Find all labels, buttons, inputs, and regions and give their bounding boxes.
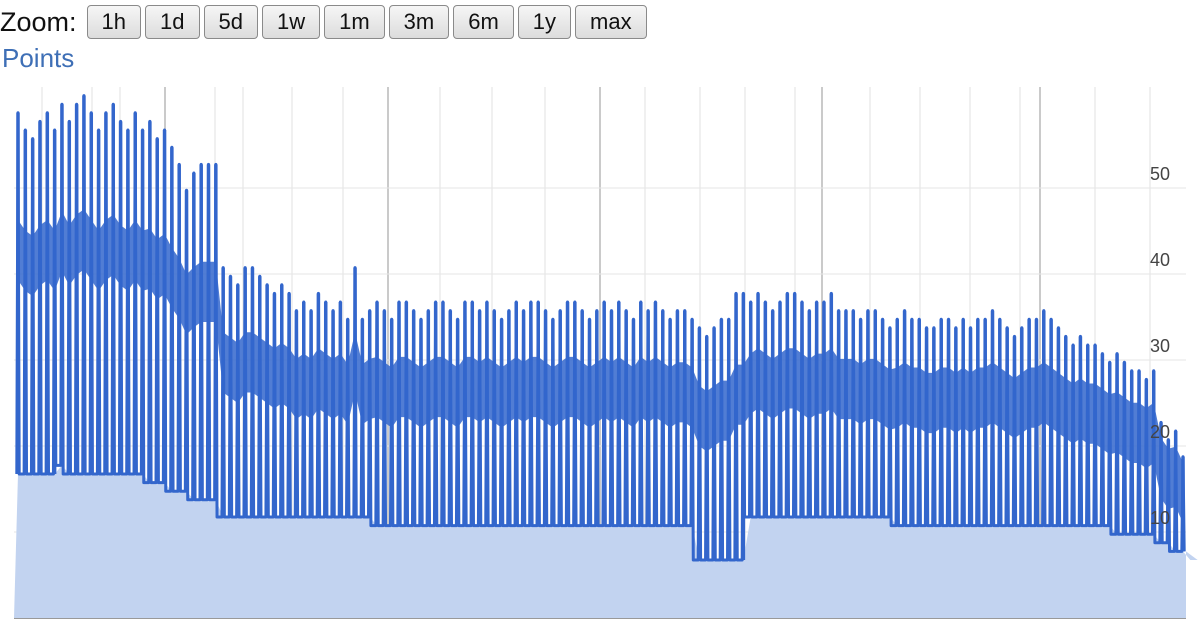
zoom-1h-button[interactable]: 1h — [86, 5, 142, 39]
series-band — [18, 209, 1183, 523]
zoom-3m-button[interactable]: 3m — [388, 5, 450, 39]
zoom-1w-button[interactable]: 1w — [261, 5, 321, 39]
y-tick-label: 40 — [1150, 250, 1170, 270]
series-legend-label: Points — [2, 43, 75, 73]
zoom-1d-button[interactable]: 1d — [145, 5, 200, 39]
zoom-6m-button[interactable]: 6m — [453, 5, 514, 39]
y-tick-label: 50 — [1150, 164, 1170, 184]
series-area — [14, 465, 1198, 618]
zoom-label: Zoom: — [0, 6, 77, 37]
zoom-1m-button[interactable]: 1m — [324, 5, 385, 39]
zoom-max-button[interactable]: max — [575, 5, 647, 39]
zoom-1y-button[interactable]: 1y — [517, 5, 572, 39]
zoom-controls: Zoom: 1h 1d 5d 1w 1m 3m 6m 1y max — [0, 3, 651, 41]
zoom-5d-button[interactable]: 5d — [203, 5, 258, 39]
series-points — [14, 94, 1198, 618]
y-tick-label: 30 — [1150, 336, 1170, 356]
y-tick-label: 10 — [1150, 508, 1170, 528]
y-tick-label: 20 — [1150, 422, 1170, 442]
y-axis: 10 20 30 40 50 — [1150, 164, 1170, 528]
